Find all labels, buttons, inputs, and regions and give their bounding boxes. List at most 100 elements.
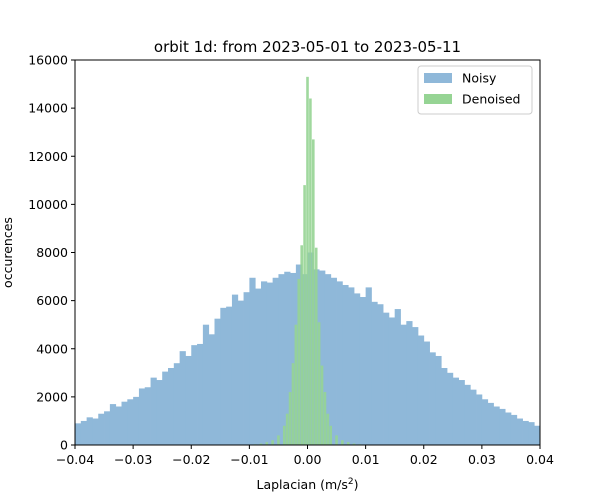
noisy-bar (191, 345, 198, 445)
denoised-bar (326, 413, 330, 445)
noisy-bar (458, 380, 465, 445)
denoised-bar (312, 139, 315, 445)
denoised-bar (300, 245, 303, 445)
noisy-bar (173, 363, 181, 445)
noisy-bar (115, 406, 122, 445)
noisy-bar (505, 412, 512, 445)
noisy-bar (156, 380, 163, 445)
denoised-bar (323, 392, 327, 445)
x-axis-label-close: ) (354, 477, 359, 492)
noisy-bar (220, 307, 227, 445)
denoised-bar (317, 322, 321, 445)
noisy-bar (266, 282, 274, 445)
denoised-bar (297, 278, 301, 445)
noisy-bar (383, 312, 390, 445)
noisy-bar (144, 387, 151, 445)
denoised-bar (341, 440, 344, 445)
y-tick-label: 6000 (36, 293, 68, 308)
noisy-bar (185, 355, 192, 445)
denoised-bar (303, 185, 306, 446)
noisy-bar (423, 341, 430, 445)
noisy-bar (324, 274, 332, 445)
noisy-bar (394, 309, 401, 445)
noisy-bar (202, 324, 210, 445)
noisy-bar (348, 287, 355, 445)
denoised-bar (309, 98, 312, 445)
noisy-bar (162, 371, 169, 445)
denoised-bar (282, 425, 286, 445)
noisy-bar (150, 377, 157, 446)
y-tick-label: 0 (60, 438, 68, 453)
noisy-bar (261, 281, 268, 446)
noisy-bar (342, 284, 349, 445)
denoised-bar (285, 413, 289, 445)
denoised-bar (265, 442, 269, 445)
noisy-bar (528, 422, 535, 445)
noisy-bar (98, 413, 105, 445)
noisy-bar (452, 377, 460, 446)
y-axis: 0 2000 4000 6000 8000 10000 12000 14000 16000 (28, 53, 75, 453)
noisy-bar (377, 304, 384, 445)
y-tick-label: 8000 (36, 245, 68, 260)
denoised-bar (346, 442, 350, 445)
noisy-bar (534, 425, 541, 445)
noisy-bar (470, 389, 477, 445)
noisy-bar (365, 287, 372, 445)
noisy-bar (133, 396, 140, 446)
noisy-bar (336, 281, 343, 446)
noisy-bar (272, 277, 279, 445)
noisy-bar (243, 292, 250, 445)
legend-label-noisy: Noisy (462, 71, 497, 86)
noisy-bar (255, 288, 262, 445)
y-tick-label: 4000 (36, 341, 68, 356)
noisy-bar (80, 420, 88, 445)
denoised-bar (329, 425, 333, 445)
noisy-bar (429, 352, 436, 445)
noisy-bar (127, 399, 134, 445)
x-tick-label: 0.01 (352, 452, 380, 467)
x-axis-label-main: Laplacian (m/s (257, 477, 348, 492)
noisy-bar (516, 418, 523, 445)
noisy-bar (208, 334, 215, 445)
y-tick-label: 14000 (28, 101, 68, 116)
noisy-bar (75, 423, 82, 445)
denoised-bar (314, 247, 318, 445)
denoised-bar (294, 324, 298, 445)
noisy-bar (231, 294, 239, 445)
noisy-bar (138, 388, 146, 445)
denoised-bar (288, 392, 292, 445)
legend: Noisy Denoised (417, 65, 533, 115)
noisy-bar (86, 417, 93, 445)
noisy-bar (499, 408, 506, 445)
y-tick-label: 16000 (28, 53, 68, 68)
noisy-bar (92, 418, 99, 445)
noisy-bar (249, 277, 256, 445)
noisy-bar (214, 318, 221, 445)
noisy-bar (487, 402, 494, 445)
noisy-bar (481, 399, 489, 445)
noisy-bar (109, 404, 117, 445)
noisy-bar (197, 343, 204, 445)
legend-swatch-noisy (424, 73, 452, 83)
denoised-bar (277, 435, 280, 446)
denoised-bar (320, 365, 324, 445)
noisy-bar (319, 270, 326, 445)
x-tick-label: −0.02 (172, 452, 210, 467)
noisy-bar (104, 411, 111, 445)
x-tick-label: 0.02 (410, 452, 438, 467)
denoised-bar (271, 440, 274, 445)
x-tick-label: −0.04 (56, 452, 94, 467)
noisy-bar (522, 420, 529, 445)
x-tick-label: −0.01 (230, 452, 268, 467)
denoised-bar (306, 76, 309, 445)
noisy-series (75, 252, 541, 446)
x-axis-label: Laplacian (m/s2) (257, 477, 359, 492)
x-axis: −0.04 −0.03 −0.02 −0.01 0.00 0.01 0.02 0.03 0.04 (56, 445, 554, 467)
denoised-bar (352, 443, 356, 445)
noisy-bar (330, 277, 337, 445)
legend-label-denoised: Denoised (462, 92, 521, 107)
denoised-bar (335, 435, 338, 446)
noisy-bar (359, 297, 367, 445)
noisy-bar (284, 271, 291, 445)
